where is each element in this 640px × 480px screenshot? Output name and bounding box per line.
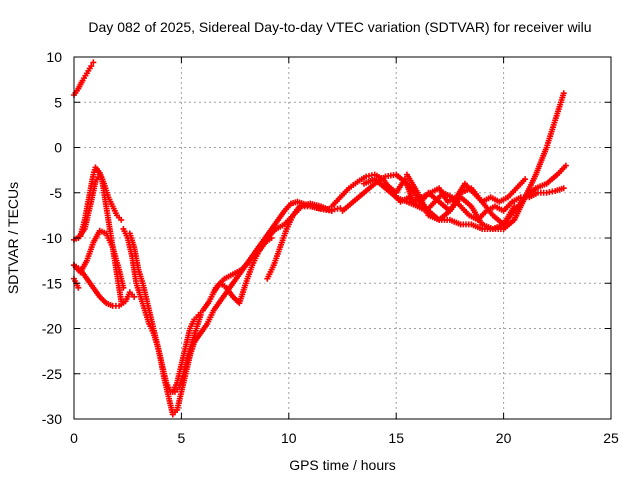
x-tick-label: 25 <box>603 430 619 446</box>
x-tick-label: 15 <box>388 430 404 446</box>
data-point <box>560 90 567 97</box>
x-tick-label: 5 <box>178 430 186 446</box>
x-tick-label: 0 <box>70 430 78 446</box>
x-tick-label: 20 <box>496 430 512 446</box>
data-point <box>522 176 529 183</box>
series-arc-6 <box>71 262 138 309</box>
y-tick-label: -15 <box>42 275 62 291</box>
data-point <box>560 185 567 192</box>
chart-title: Day 082 of 2025, Sidereal Day-to-day VTE… <box>88 19 591 35</box>
data-point <box>90 59 97 66</box>
data-point <box>88 63 95 70</box>
data-point <box>118 216 125 223</box>
series-arc-11 <box>210 235 275 307</box>
series-arc-12 <box>264 200 335 282</box>
y-tick-label: -25 <box>42 366 62 382</box>
series-arc-10 <box>178 198 344 386</box>
y-tick-label: -5 <box>50 185 63 201</box>
y-tick-label: -20 <box>42 321 62 337</box>
series-arc-17 <box>403 171 518 232</box>
data-point <box>120 284 127 291</box>
x-axis-label: GPS time / hours <box>289 457 396 473</box>
y-tick-label: -30 <box>42 411 62 427</box>
series-arc-16 <box>382 176 529 205</box>
x-tick-label: 10 <box>281 430 297 446</box>
tick-layer: 0 5 10 15 20 25 -30 -25 -20 -15 -10 -5 0 5 10 <box>42 49 619 446</box>
y-tick-label: 5 <box>54 94 62 110</box>
series-arc-1 <box>71 59 97 99</box>
grid-layer <box>74 57 611 419</box>
data-point <box>511 203 518 210</box>
data-layer <box>71 59 569 418</box>
y-tick-label: -10 <box>42 230 62 246</box>
data-point <box>268 235 275 241</box>
series-arc-9 <box>169 203 335 395</box>
series-arc-8 <box>126 230 198 418</box>
y-tick-label: 0 <box>54 140 62 156</box>
series-arc-14 <box>339 90 567 232</box>
data-point <box>131 293 138 300</box>
data-point <box>75 284 82 291</box>
y-axis-label: SDTVAR / TECUs <box>5 182 21 294</box>
data-point <box>562 162 569 169</box>
y-tick-label: 10 <box>46 49 62 65</box>
